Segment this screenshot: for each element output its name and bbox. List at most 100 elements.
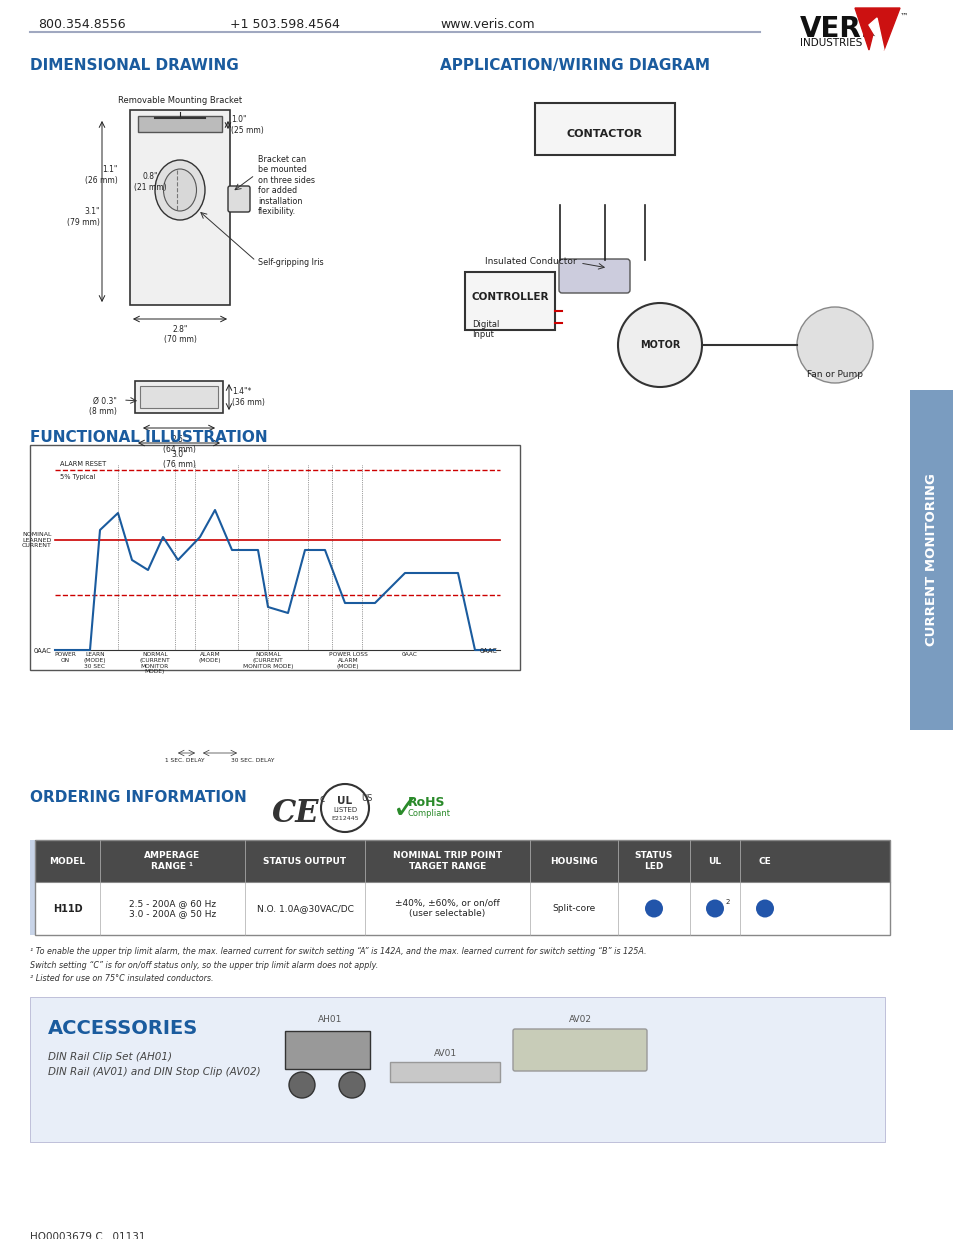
Bar bbox=[35, 840, 889, 935]
Text: 3.1"
(79 mm): 3.1" (79 mm) bbox=[67, 207, 100, 227]
Ellipse shape bbox=[154, 160, 205, 221]
Circle shape bbox=[289, 1072, 314, 1098]
Text: 0AAC: 0AAC bbox=[34, 648, 52, 654]
Text: ALARM
(MODE): ALARM (MODE) bbox=[198, 652, 221, 663]
Text: ±40%, ±60%, or on/off
(user selectable): ±40%, ±60%, or on/off (user selectable) bbox=[395, 898, 499, 918]
Text: 1 SEC. DELAY: 1 SEC. DELAY bbox=[165, 758, 205, 763]
Text: +1 503.598.4564: +1 503.598.4564 bbox=[230, 19, 339, 31]
Bar bbox=[464, 273, 555, 330]
Text: 5% Typical: 5% Typical bbox=[60, 475, 95, 479]
Bar bbox=[30, 445, 519, 670]
Bar bbox=[535, 103, 675, 155]
Bar bbox=[140, 387, 218, 408]
Text: UL: UL bbox=[337, 795, 353, 807]
Text: CONTACTOR: CONTACTOR bbox=[566, 129, 642, 139]
Text: STATUS OUTPUT: STATUS OUTPUT bbox=[263, 856, 346, 866]
Text: POWER
ON: POWER ON bbox=[54, 652, 76, 663]
Text: Switch setting “C” is for on/off status only, so the upper trip limit alarm does: Switch setting “C” is for on/off status … bbox=[30, 961, 377, 970]
FancyBboxPatch shape bbox=[558, 259, 629, 292]
Text: 1.0"
(25 mm): 1.0" (25 mm) bbox=[231, 115, 263, 135]
Text: STATUS
LED: STATUS LED bbox=[634, 851, 673, 871]
Circle shape bbox=[705, 900, 723, 918]
Polygon shape bbox=[854, 7, 899, 50]
Text: LISTED: LISTED bbox=[333, 807, 356, 813]
Text: 1.1"
(26 mm): 1.1" (26 mm) bbox=[85, 165, 118, 185]
Text: 2: 2 bbox=[725, 900, 730, 906]
Bar bbox=[130, 110, 230, 305]
Text: Removable Mounting Bracket: Removable Mounting Bracket bbox=[118, 95, 242, 105]
Text: MODEL: MODEL bbox=[50, 856, 86, 866]
Circle shape bbox=[618, 304, 701, 387]
Text: Split-core: Split-core bbox=[552, 904, 595, 913]
Text: AH01: AH01 bbox=[317, 1015, 342, 1023]
Text: 2.8"
(70 mm): 2.8" (70 mm) bbox=[163, 325, 196, 344]
Text: 800.354.8556: 800.354.8556 bbox=[38, 19, 126, 31]
Text: www.veris.com: www.veris.com bbox=[439, 19, 534, 31]
Text: ACCESSORIES: ACCESSORIES bbox=[48, 1018, 198, 1038]
Text: 0AAC: 0AAC bbox=[401, 652, 417, 657]
Text: AMPERAGE
RANGE ¹: AMPERAGE RANGE ¹ bbox=[144, 851, 200, 871]
Text: POWER LOSS
ALARM
(MODE): POWER LOSS ALARM (MODE) bbox=[328, 652, 367, 669]
Text: 2.5"
(64 mm): 2.5" (64 mm) bbox=[162, 435, 195, 455]
Text: NOMINAL TRIP POINT
TARGET RANGE: NOMINAL TRIP POINT TARGET RANGE bbox=[393, 851, 501, 871]
Text: NORMAL
(CURRENT
MONITOR MODE): NORMAL (CURRENT MONITOR MODE) bbox=[242, 652, 293, 669]
Text: MOTOR: MOTOR bbox=[639, 339, 679, 349]
Text: Fan or Pump: Fan or Pump bbox=[806, 370, 862, 379]
Text: 0AAC: 0AAC bbox=[479, 648, 497, 654]
Text: Compliant: Compliant bbox=[408, 809, 451, 818]
Text: CE: CE bbox=[758, 856, 771, 866]
Text: ALARM RESET: ALARM RESET bbox=[60, 461, 106, 467]
Text: Digital
Input: Digital Input bbox=[472, 320, 498, 339]
Text: ¹ To enable the upper trip limit alarm, the max. learned current for switch sett: ¹ To enable the upper trip limit alarm, … bbox=[30, 947, 646, 957]
Text: Ø 0.3"
(8 mm): Ø 0.3" (8 mm) bbox=[89, 396, 117, 416]
Circle shape bbox=[644, 900, 662, 918]
Text: INDUSTRIES: INDUSTRIES bbox=[800, 38, 862, 48]
Text: UL: UL bbox=[708, 856, 720, 866]
Circle shape bbox=[796, 307, 872, 383]
Bar bbox=[285, 1031, 370, 1069]
Text: Insulated Conductor: Insulated Conductor bbox=[484, 256, 576, 266]
Ellipse shape bbox=[163, 169, 196, 211]
Bar bbox=[35, 882, 889, 935]
Text: ORDERING INFORMATION: ORDERING INFORMATION bbox=[30, 790, 247, 805]
Text: AV01: AV01 bbox=[433, 1049, 456, 1058]
Text: FUNCTIONAL ILLUSTRATION: FUNCTIONAL ILLUSTRATION bbox=[30, 430, 268, 445]
Text: N.O. 1.0A@30VAC/DC: N.O. 1.0A@30VAC/DC bbox=[256, 904, 353, 913]
Text: Self-gripping Iris: Self-gripping Iris bbox=[257, 258, 323, 266]
Text: CE: CE bbox=[272, 798, 319, 829]
Text: DIN Rail (AV01) and DIN Stop Clip (AV02): DIN Rail (AV01) and DIN Stop Clip (AV02) bbox=[48, 1067, 260, 1077]
Text: Bracket can
be mounted
on three sides
for added
installation
flexibility.: Bracket can be mounted on three sides fo… bbox=[257, 155, 314, 216]
FancyBboxPatch shape bbox=[228, 186, 250, 212]
Text: 1.4"*
(36 mm): 1.4"* (36 mm) bbox=[232, 388, 265, 406]
Text: NORMAL
(CURRENT
MONITOR
MODE): NORMAL (CURRENT MONITOR MODE) bbox=[139, 652, 171, 674]
Text: RoHS: RoHS bbox=[408, 795, 445, 809]
Bar bbox=[30, 840, 884, 935]
Text: US: US bbox=[360, 794, 372, 803]
Text: CURRENT MONITORING: CURRENT MONITORING bbox=[924, 473, 938, 647]
Bar bbox=[35, 840, 889, 882]
Bar bbox=[30, 997, 884, 1142]
Text: HOUSING: HOUSING bbox=[550, 856, 598, 866]
Text: LEARN
(MODE)
30 SEC: LEARN (MODE) 30 SEC bbox=[84, 652, 106, 669]
Bar bbox=[135, 382, 223, 413]
Polygon shape bbox=[868, 19, 883, 50]
Text: CONTROLLER: CONTROLLER bbox=[471, 292, 548, 302]
Text: ™: ™ bbox=[899, 12, 907, 21]
Circle shape bbox=[755, 900, 773, 918]
Text: HQ0003679.C   01131: HQ0003679.C 01131 bbox=[30, 1232, 146, 1239]
Text: ✓: ✓ bbox=[392, 792, 419, 825]
Text: DIN Rail Clip Set (AH01): DIN Rail Clip Set (AH01) bbox=[48, 1052, 172, 1062]
Text: c: c bbox=[319, 794, 325, 804]
Text: APPLICATION/WIRING DIAGRAM: APPLICATION/WIRING DIAGRAM bbox=[439, 58, 709, 73]
Text: ² Listed for use on 75°C insulated conductors.: ² Listed for use on 75°C insulated condu… bbox=[30, 974, 213, 983]
Text: 2.5 - 200A @ 60 Hz
3.0 - 200A @ 50 Hz: 2.5 - 200A @ 60 Hz 3.0 - 200A @ 50 Hz bbox=[129, 898, 216, 918]
Circle shape bbox=[320, 784, 369, 833]
Text: NOMINAL
LEARNED
CURRENT: NOMINAL LEARNED CURRENT bbox=[22, 532, 52, 549]
Bar bbox=[138, 116, 222, 133]
Text: DIMENSIONAL DRAWING: DIMENSIONAL DRAWING bbox=[30, 58, 238, 73]
Text: H11D: H11D bbox=[52, 903, 82, 913]
Text: E212445: E212445 bbox=[331, 817, 358, 821]
Bar bbox=[909, 390, 953, 730]
Text: AV02: AV02 bbox=[568, 1015, 591, 1023]
Text: 3.0"
(76 mm): 3.0" (76 mm) bbox=[162, 450, 195, 470]
